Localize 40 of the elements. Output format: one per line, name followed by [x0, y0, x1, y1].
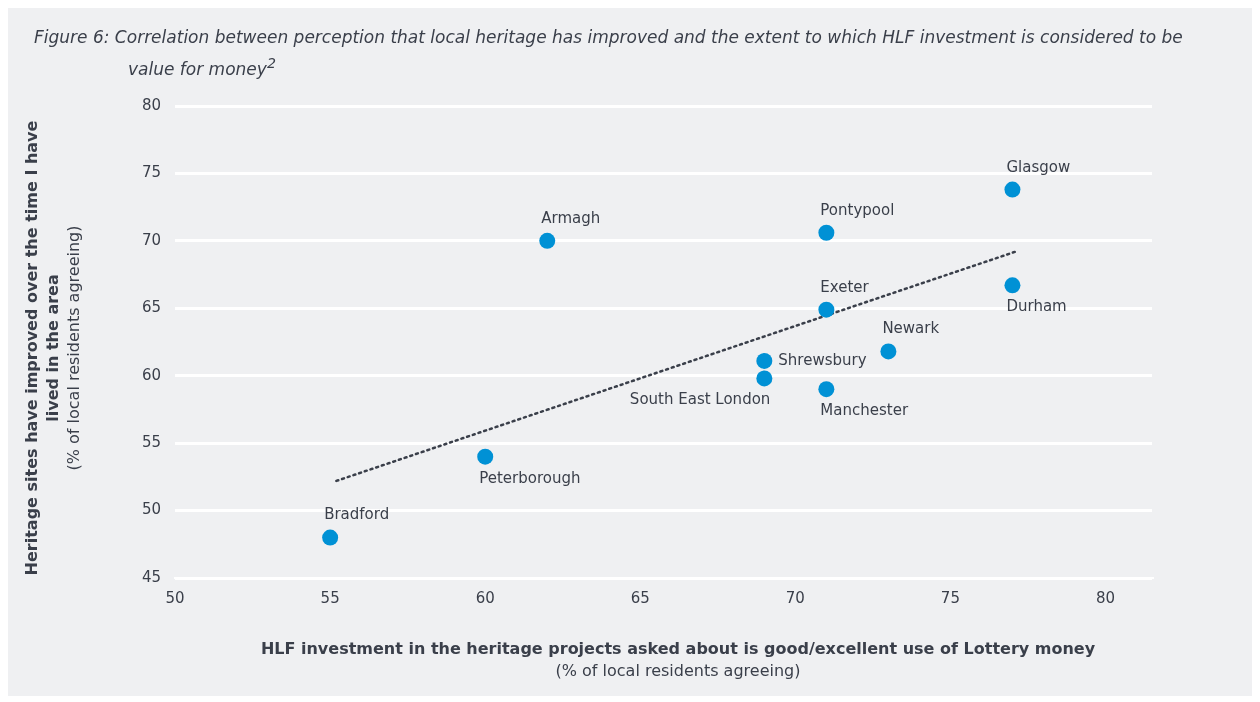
annotation: South East London: [629, 390, 771, 409]
x-tick-label: 65: [630, 588, 650, 607]
annotation: Durham: [1006, 297, 1067, 316]
point: [818, 381, 835, 398]
x-tick-label: 80: [1095, 588, 1116, 607]
x-tick-label: 70: [785, 588, 805, 607]
annotation: Pontypool: [820, 200, 895, 219]
annotation: Manchester: [820, 401, 909, 420]
point: [539, 232, 556, 249]
point: [818, 224, 835, 241]
point: [756, 352, 773, 369]
point: [818, 301, 835, 318]
y-tick-label: 45: [141, 567, 162, 586]
point: [1004, 181, 1021, 198]
chart-title: Figure 6: Correlation between perception that local heritage has improved and the extent to which HLF investment is considered to be value for money$^{2}$: [34, 26, 1184, 81]
annotation: Bradford: [324, 505, 390, 524]
y-tick-label: 70: [141, 230, 162, 249]
x-tick-label: 55: [320, 588, 340, 607]
annotation: Peterborough: [479, 468, 581, 487]
annotation: Shrewsbury: [778, 350, 867, 369]
y-tick-label: 65: [141, 298, 162, 317]
annotation: Glasgow: [1006, 157, 1071, 176]
y-tick-label: 75: [141, 163, 162, 182]
point: [756, 370, 773, 387]
y-axis-title: Heritage sites have improved over the time I have lived in the area (% of local residents agreeing): [20, 119, 84, 578]
point: [880, 343, 897, 360]
x-tick-label: 60: [475, 588, 495, 607]
x-axis-title: HLF investment in the heritage projects asked about is good/excellent use of Lottery money (% of local residents agreeing): [259, 638, 1097, 682]
point: [1004, 277, 1021, 294]
point: [322, 529, 339, 546]
y-tick-label: 50: [141, 500, 162, 519]
y-tick-label: 60: [141, 365, 162, 384]
y-tick-label: 55: [141, 433, 162, 452]
x-tick-label: 50: [165, 588, 185, 607]
annotation: Exeter: [820, 277, 870, 296]
annotation: Armagh: [541, 208, 601, 227]
y-tick-label: 80: [141, 95, 162, 114]
annotation: Newark: [882, 319, 940, 338]
point: [477, 448, 494, 465]
x-tick-label: 75: [940, 588, 960, 607]
